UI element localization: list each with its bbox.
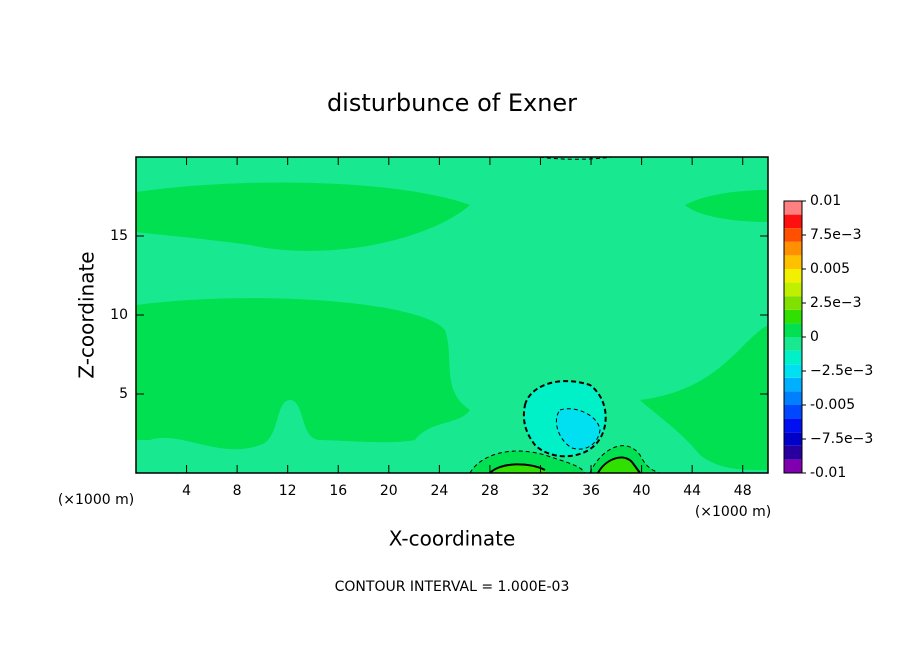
x-tick-label: 48	[734, 483, 752, 499]
x-tick-label: 4	[182, 483, 191, 499]
colorbar-bin	[784, 269, 802, 283]
colorbar-bin	[784, 323, 802, 337]
contour-fill	[640, 325, 768, 470]
colorbar-label: 2.5e−3	[810, 295, 862, 311]
colorbar-label: -0.01	[810, 465, 846, 481]
contour-lines	[469, 156, 661, 474]
colorbar-label: 0	[810, 329, 819, 345]
colorbar-label: −2.5e−3	[810, 363, 873, 379]
contour-fill	[136, 182, 470, 251]
x-tick-label: 40	[633, 483, 651, 499]
colorbar-bin	[784, 432, 802, 446]
x-tick-label: 16	[329, 483, 347, 499]
contour-line	[589, 445, 661, 474]
y-tick-label: 10	[110, 307, 128, 323]
colorbar-label: 0.005	[810, 261, 850, 277]
colorbar-bin	[784, 214, 802, 229]
x-axis-label: X-coordinate	[389, 527, 516, 551]
colorbar-label: 7.5e−3	[810, 227, 862, 243]
x-tick-label: 44	[683, 483, 701, 499]
colorbar-bin	[784, 309, 802, 324]
contour-fill	[136, 298, 470, 450]
colorbar-bin	[784, 228, 802, 242]
y-unit: (×1000 m)	[58, 492, 134, 508]
colorbar-bin	[784, 201, 802, 215]
colorbar-bin	[784, 391, 802, 405]
contour-fill	[685, 190, 768, 222]
colorbar-label: −7.5e−3	[810, 431, 873, 447]
colorbar-label: 0.01	[810, 193, 841, 209]
x-tick-label: 28	[481, 483, 499, 499]
chart-title: disturbunce of Exner	[327, 89, 577, 117]
x-tick-label: 24	[430, 483, 448, 499]
contour-fill	[556, 408, 600, 450]
colorbar-bin	[784, 459, 802, 473]
colorbar-bin	[784, 241, 802, 256]
colorbar-bin	[784, 364, 802, 378]
x-tick-label: 12	[279, 483, 297, 499]
x-unit: (×1000 m)	[695, 504, 771, 520]
contour-line	[597, 456, 641, 474]
y-tick-label: 15	[110, 228, 128, 244]
contour-line	[522, 380, 607, 458]
colorbar-bin	[784, 377, 802, 392]
x-tick-label: 20	[380, 483, 398, 499]
x-tick-label: 8	[233, 483, 242, 499]
colorbar-bin	[784, 337, 802, 351]
footer: CONTOUR INTERVAL = 1.000E-03	[335, 579, 570, 595]
colorbar-bin	[784, 282, 802, 297]
colorbar-label: -0.005	[810, 397, 855, 413]
colorbar-bin	[784, 296, 802, 310]
contour-field	[136, 157, 768, 473]
x-tick-label: 36	[582, 483, 600, 499]
colorbar-bin	[784, 445, 802, 460]
x-tick-label: 32	[532, 483, 550, 499]
contour-fill	[598, 457, 640, 473]
colorbar-bin	[784, 255, 802, 269]
y-tick-label: 5	[119, 386, 128, 402]
contour-line	[469, 450, 586, 474]
colorbar-bin	[784, 350, 802, 365]
colorbar-bin	[784, 418, 802, 433]
colorbar-bin	[784, 405, 802, 419]
y-axis-label: Z-coordinate	[75, 251, 99, 378]
